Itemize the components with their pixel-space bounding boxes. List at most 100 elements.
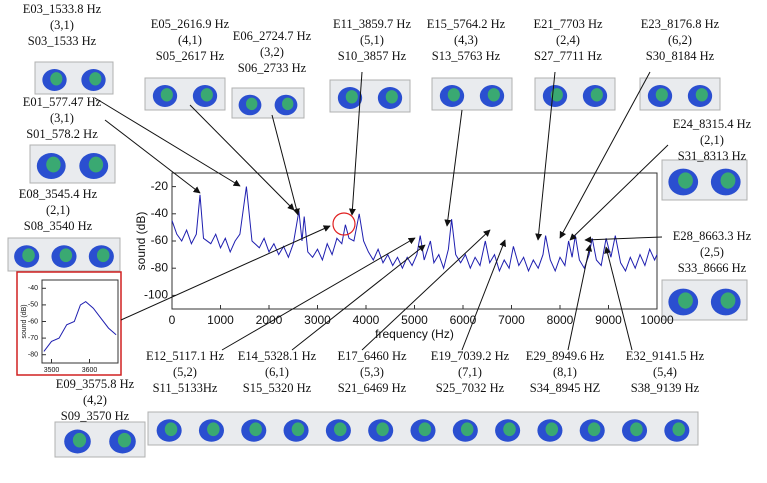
annotation-text: S31_8313 Hz (678, 149, 747, 163)
mode-shape-hot (292, 422, 305, 436)
mode-shape-hot (89, 157, 103, 173)
mode-shape-hot (207, 422, 220, 436)
mode-shape-hot (118, 433, 131, 448)
annotation-arrow (462, 240, 505, 350)
annotation-text: S06_2733 Hz (238, 61, 307, 75)
annotation-text: S21_6469 Hz (338, 381, 407, 395)
thumbnail (662, 280, 747, 320)
annotation-text: E12_5117.1 Hz (146, 349, 224, 363)
annotation-text: S25_7032 Hz (436, 381, 505, 395)
annotation-arrow (95, 98, 240, 186)
mode-shape-hot (721, 172, 736, 188)
thumbnail (232, 88, 304, 118)
annotation-text: E03_1533.8 Hz (23, 2, 102, 16)
x-tick-label: 3500 (44, 367, 60, 374)
x-tick-label: 8000 (547, 313, 574, 327)
y-axis-label: sound (dB) (21, 304, 28, 338)
annotation-text: E09_3575.8 Hz (56, 377, 135, 391)
y-tick-label: -80 (28, 352, 38, 359)
mode-shape-hot (721, 292, 736, 308)
mode-shape-hot (503, 422, 516, 436)
annotation-text: S10_3857 Hz (338, 49, 407, 63)
annotation-text: S13_5763 Hz (432, 49, 501, 63)
annotation-text: (3,1) (50, 111, 74, 125)
x-tick-label: 2000 (256, 313, 283, 327)
annotation: E09_3575.8 Hz(4,2)S09_3570 Hz (56, 377, 135, 423)
spectrum-line (172, 187, 657, 271)
thumbnail (55, 422, 145, 457)
mode-shape-hot (249, 422, 262, 436)
annotation-text: S05_2617 Hz (156, 49, 225, 63)
annotation-text: S08_3540 Hz (24, 219, 93, 233)
annotation-text: (5,1) (360, 33, 384, 47)
y-tick-label: -50 (28, 302, 38, 309)
thumbnail (330, 80, 410, 112)
annotation-text: E15_5764.2 Hz (427, 17, 506, 31)
x-tick-label: 6000 (450, 313, 477, 327)
y-tick-label: -20 (151, 179, 169, 193)
mode-shape-hot (461, 422, 474, 436)
mode-shape-hot (678, 292, 693, 308)
mode-shape-hot (346, 90, 358, 103)
x-tick-label: 10000 (640, 313, 674, 327)
figure: -20-40-60-80-100010002000300040005000600… (0, 0, 767, 483)
annotation-text: (4,1) (178, 33, 202, 47)
mode-shape-hot (488, 88, 500, 101)
mode-shape-hot (46, 157, 60, 173)
annotation-arrow (447, 110, 462, 226)
annotation-text: E01_577.47 Hz (23, 95, 102, 109)
annotation-text: (6,2) (668, 33, 692, 47)
page: {"chart_data": [ {"type": "line", "xlabe… (0, 0, 767, 483)
thumbnail (148, 412, 698, 445)
annotation-text: (8,1) (553, 365, 577, 379)
mode-shape-hot (201, 88, 213, 101)
annotation-text: S11_5133Hz (153, 381, 218, 395)
x-tick-label: 0 (169, 313, 176, 327)
annotation-text: S30_8184 Hz (646, 49, 715, 63)
annotation-text: S15_5320 Hz (243, 381, 312, 395)
y-tick-label: -60 (151, 233, 169, 247)
mode-shape-hot (696, 88, 708, 101)
annotation-arrow (272, 115, 298, 215)
y-tick-label: -70 (28, 335, 38, 342)
mode-shape-hot (546, 422, 559, 436)
y-tick-label: -40 (151, 206, 169, 220)
thumbnail (662, 160, 747, 200)
annotation-text: E05_2616.9 Hz (151, 17, 230, 31)
thumbnail (8, 238, 120, 271)
mode-shape-hot (50, 72, 62, 85)
y-axis-label: sound (dB) (134, 212, 148, 271)
annotation-text: (2,5) (700, 245, 724, 259)
thumbnail (640, 78, 720, 110)
annotation-text: (2,1) (700, 133, 724, 147)
annotation-arrow (568, 245, 590, 350)
annotation-arrow (190, 105, 294, 210)
x-tick-label: 5000 (401, 313, 428, 327)
annotation-text: (5,4) (653, 365, 677, 379)
annotation-text: (2,4) (556, 33, 580, 47)
annotation-text: (6,1) (265, 365, 289, 379)
thumbnail (35, 62, 113, 94)
annotation-text: S03_1533 Hz (28, 34, 97, 48)
x-tick-label: 9000 (595, 313, 622, 327)
mode-shape-hot (588, 422, 601, 436)
annotation-text: E06_2724.7 Hz (233, 29, 312, 43)
annotation: E06_2724.7 Hz (3,2) S06_2733 Hz (233, 29, 312, 215)
annotation-text: S33_8666 Hz (678, 261, 747, 275)
mode-shape-hot (334, 422, 347, 436)
mode-shape-hot (678, 172, 693, 188)
mode-shape-hot (386, 90, 398, 103)
annotation-text: (3,2) (260, 45, 284, 59)
annotation: E15_5764.2 Hz(4,3)S13_5763 Hz (427, 17, 506, 226)
x-tick-label: 1000 (207, 313, 234, 327)
mode-shape-hot (630, 422, 643, 436)
annotation-text: E29_8949.6 Hz (526, 349, 605, 363)
mode-shape-hot (89, 72, 101, 85)
y-tick-label: -60 (28, 318, 38, 325)
annotation-text: E14_5328.1 Hz (238, 349, 317, 363)
annotation-text: E28_8663.3 Hz (673, 229, 752, 243)
thumbnail (432, 78, 512, 110)
annotation-text: E08_3545.4 Hz (19, 187, 98, 201)
x-tick-label: 7000 (498, 313, 525, 327)
mode-shape-hot (22, 248, 35, 262)
